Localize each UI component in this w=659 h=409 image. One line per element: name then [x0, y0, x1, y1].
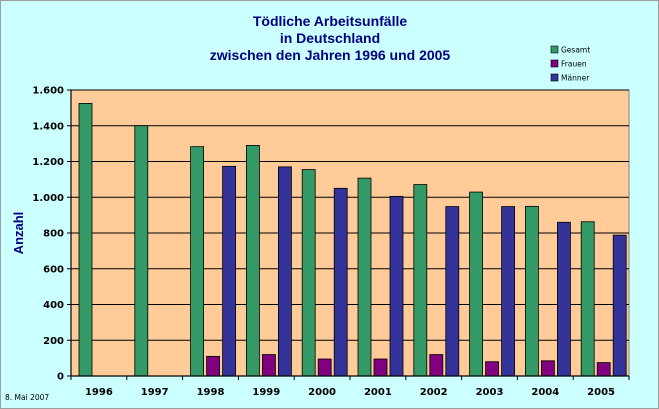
bar-frauen-2003 — [485, 361, 500, 377]
bar-mnner-2004 — [557, 221, 571, 377]
x-tick-label: 2000 — [308, 387, 336, 398]
legend-swatch — [550, 73, 559, 82]
y-tick-label: 800 — [43, 229, 64, 240]
bars — [78, 103, 627, 377]
bar-mnner-2003 — [501, 206, 516, 377]
bar-gesamt-2000 — [301, 169, 316, 377]
bar-frauen-1999 — [261, 354, 276, 377]
x-tick-label: 2001 — [364, 387, 392, 398]
bar-gesamt-2003 — [469, 191, 484, 377]
x-tick-label: 1998 — [197, 387, 225, 398]
bar-frauen-2005 — [596, 362, 611, 377]
bar-gesamt-2001 — [357, 177, 372, 377]
legend-label: Männer — [561, 74, 590, 83]
bar-gesamt-2004 — [525, 205, 539, 377]
y-tick-label: 200 — [43, 336, 64, 347]
bar-frauen-2002 — [429, 354, 444, 377]
bar-frauen-1998 — [206, 355, 221, 377]
bar-gesamt-1999 — [245, 145, 260, 377]
bar-mnner-2005 — [612, 234, 627, 377]
x-tick-label: 1999 — [252, 387, 280, 398]
x-tick-label: 2004 — [531, 387, 559, 398]
y-tick-label: 0 — [57, 372, 64, 383]
x-tick-label: 2005 — [587, 387, 615, 398]
date-footnote: 8. Mai 2007 — [5, 393, 49, 402]
chart-title-line: Tödliche Arbeitsunfälle — [253, 13, 407, 29]
bar-mnner-1998 — [222, 165, 237, 377]
bar-gesamt-2005 — [580, 221, 595, 377]
bar-mnner-2000 — [333, 187, 348, 377]
legend-label: Frauen — [561, 60, 587, 69]
y-axis: 0 200 400 600 800 1.000 1.200 1.400 1.600 — [32, 86, 71, 383]
x-axis: 1996 1997 1998 1999 2000 2001 2002 2003 2004 2005 — [70, 90, 630, 398]
bar-frauen-2004 — [541, 360, 555, 377]
legend-swatch — [550, 59, 559, 68]
chart-title-line: zwischen den Jahren 1996 und 2005 — [210, 47, 451, 63]
bar-gesamt-1996 — [78, 103, 93, 377]
chart-title-line: in Deutschland — [280, 30, 380, 46]
legend: Gesamt Frauen Männer — [550, 45, 590, 83]
bar-frauen-2000 — [317, 358, 332, 377]
y-axis-label: Anzahl — [11, 212, 26, 255]
bar-mnner-2002 — [445, 206, 460, 377]
bar-mnner-2001 — [389, 195, 404, 377]
y-tick-label: 1.200 — [32, 157, 64, 168]
bar-gesamt-2002 — [413, 184, 428, 377]
x-tick-label: 2003 — [476, 387, 504, 398]
bar-frauen-2001 — [373, 358, 388, 377]
y-tick-label: 1.600 — [32, 86, 64, 97]
x-tick-label: 1997 — [141, 387, 169, 398]
legend-label: Gesamt — [561, 46, 590, 55]
x-tick-label: 2002 — [420, 387, 448, 398]
y-tick-label: 1.400 — [32, 121, 64, 132]
bar-gesamt-1998 — [190, 146, 205, 377]
legend-swatch — [550, 45, 559, 54]
y-tick-label: 600 — [43, 264, 64, 275]
y-tick-label: 1.000 — [32, 193, 64, 204]
bar-gesamt-1997 — [134, 125, 149, 377]
bar-mnner-1999 — [277, 166, 292, 377]
x-tick-label: 1996 — [85, 387, 113, 398]
y-tick-label: 400 — [43, 300, 64, 311]
